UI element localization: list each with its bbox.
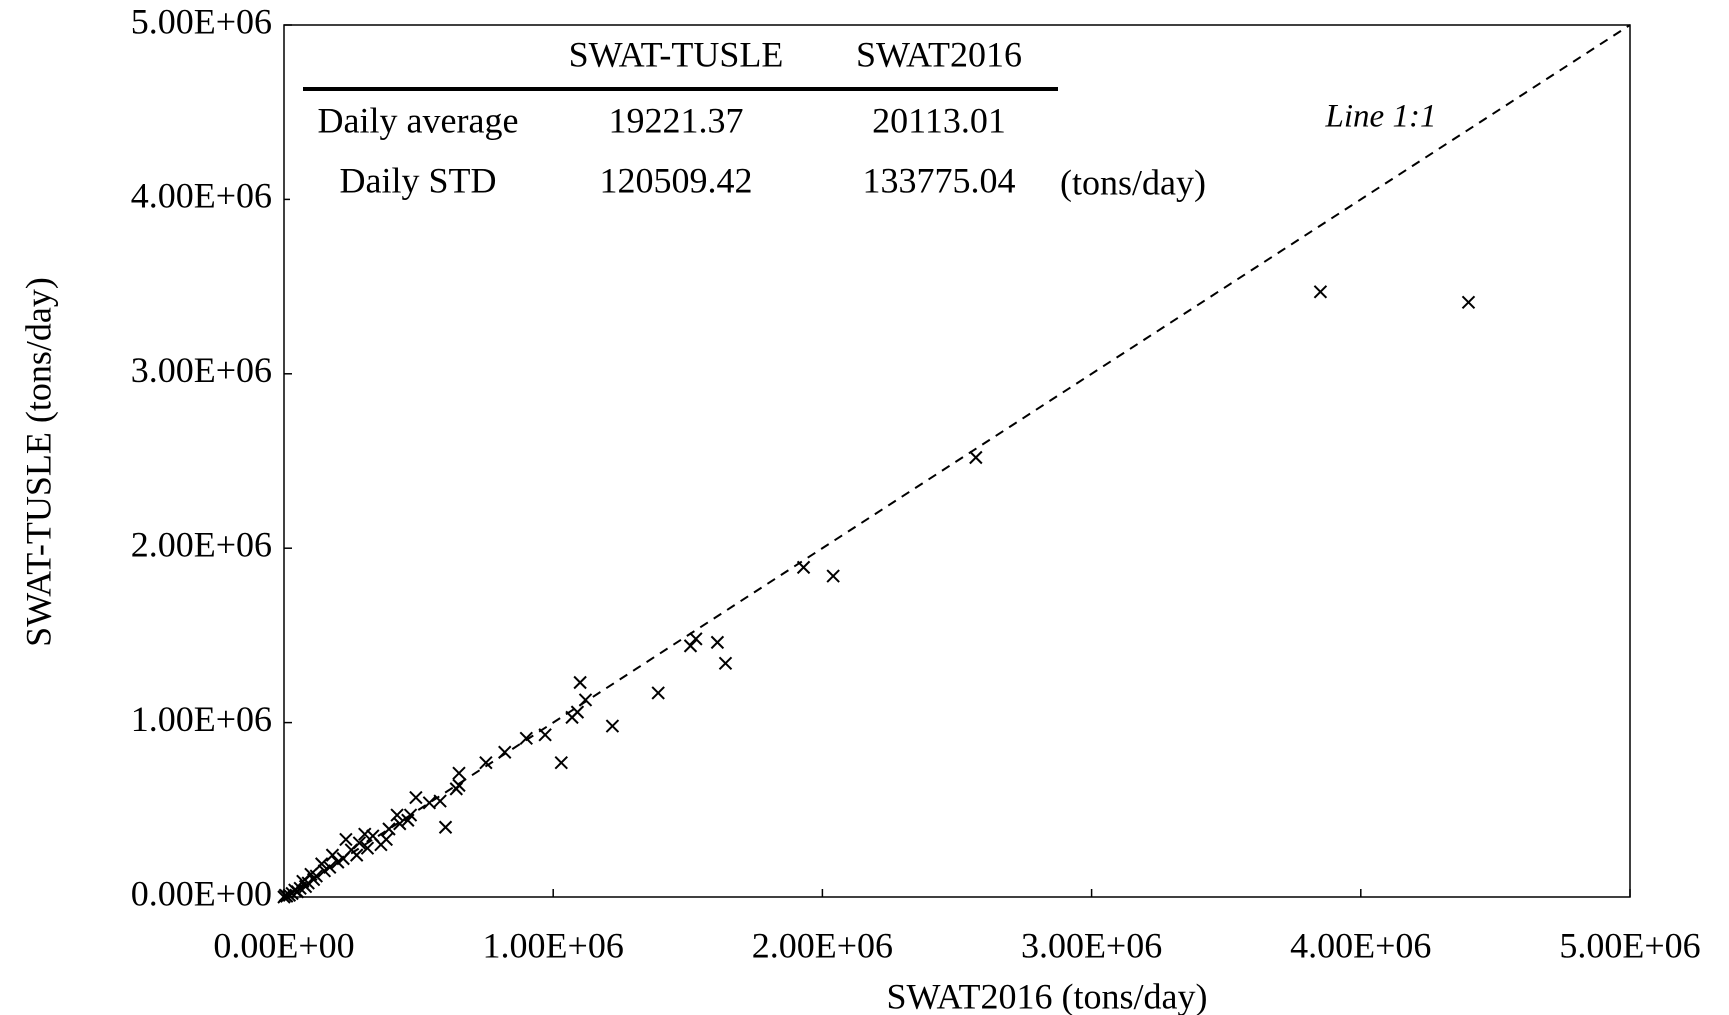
y-tick-label: 5.00E+06 bbox=[131, 1, 272, 41]
data-point bbox=[479, 756, 493, 770]
data-point bbox=[390, 808, 404, 822]
x-tick-label: 1.00E+06 bbox=[483, 925, 624, 965]
y-tick-label: 4.00E+06 bbox=[131, 176, 272, 216]
x-tick-label: 5.00E+06 bbox=[1559, 925, 1700, 965]
y-tick-label: 2.00E+06 bbox=[131, 524, 272, 564]
table-background bbox=[290, 26, 1060, 218]
x-axis-title: SWAT2016 (tons/day) bbox=[887, 976, 1208, 1015]
data-point bbox=[452, 766, 466, 780]
data-point bbox=[401, 813, 415, 827]
data-point bbox=[573, 675, 587, 690]
table-cell: 20113.01 bbox=[872, 100, 1006, 140]
data-point bbox=[449, 782, 463, 796]
data-point bbox=[796, 560, 811, 575]
data-point bbox=[538, 728, 552, 742]
table-cell: 19221.37 bbox=[609, 100, 744, 140]
y-tick-label: 3.00E+06 bbox=[131, 350, 272, 390]
x-tick-label: 4.00E+06 bbox=[1290, 925, 1431, 965]
data-point bbox=[1461, 295, 1476, 310]
data-point bbox=[382, 822, 396, 836]
data-point bbox=[565, 710, 579, 725]
data-point bbox=[554, 756, 568, 770]
reference-line bbox=[283, 24, 1631, 898]
data-point bbox=[605, 719, 620, 733]
table-row-label: Daily average bbox=[318, 100, 519, 140]
plot-frame bbox=[283, 24, 1631, 898]
data-point bbox=[683, 639, 698, 653]
data-point bbox=[519, 731, 533, 746]
data-point bbox=[331, 855, 345, 869]
table-header: SWAT2016 bbox=[856, 34, 1022, 74]
data-point bbox=[422, 796, 437, 810]
data-point bbox=[358, 827, 372, 841]
y-axis-title: SWAT-TUSLE (tons/day) bbox=[18, 277, 58, 647]
data-point bbox=[689, 632, 703, 646]
data-point bbox=[314, 857, 329, 871]
data-point bbox=[409, 790, 423, 805]
data-point bbox=[651, 686, 665, 700]
data-point bbox=[433, 794, 447, 808]
data-point bbox=[277, 890, 291, 904]
data-point bbox=[718, 656, 733, 671]
data-point bbox=[438, 820, 453, 834]
table-unit: (tons/day) bbox=[1060, 162, 1206, 202]
table-header: SWAT-TUSLE bbox=[569, 34, 784, 74]
data-point bbox=[325, 848, 340, 862]
data-point bbox=[578, 693, 593, 707]
table-row-label: Daily STD bbox=[340, 160, 497, 200]
x-tick-label: 3.00E+06 bbox=[1021, 925, 1162, 965]
data-point bbox=[710, 635, 725, 650]
data-point bbox=[317, 864, 332, 878]
y-tick-label: 1.00E+06 bbox=[131, 699, 272, 739]
data-point bbox=[360, 841, 375, 855]
x-tick-label: 2.00E+06 bbox=[752, 925, 893, 965]
data-point bbox=[1313, 285, 1328, 299]
data-point bbox=[826, 569, 840, 583]
data-point bbox=[339, 832, 353, 847]
data-point bbox=[969, 450, 983, 465]
data-point bbox=[498, 745, 512, 759]
data-point bbox=[366, 829, 380, 843]
reference-line-label: Line 1:1 bbox=[1325, 99, 1437, 135]
x-tick-label: 0.00E+00 bbox=[213, 925, 354, 965]
y-tick-label: 0.00E+00 bbox=[131, 873, 272, 913]
data-point bbox=[393, 817, 407, 831]
table-cell: 133775.04 bbox=[863, 160, 1016, 200]
table-cell: 120509.42 bbox=[600, 160, 753, 200]
